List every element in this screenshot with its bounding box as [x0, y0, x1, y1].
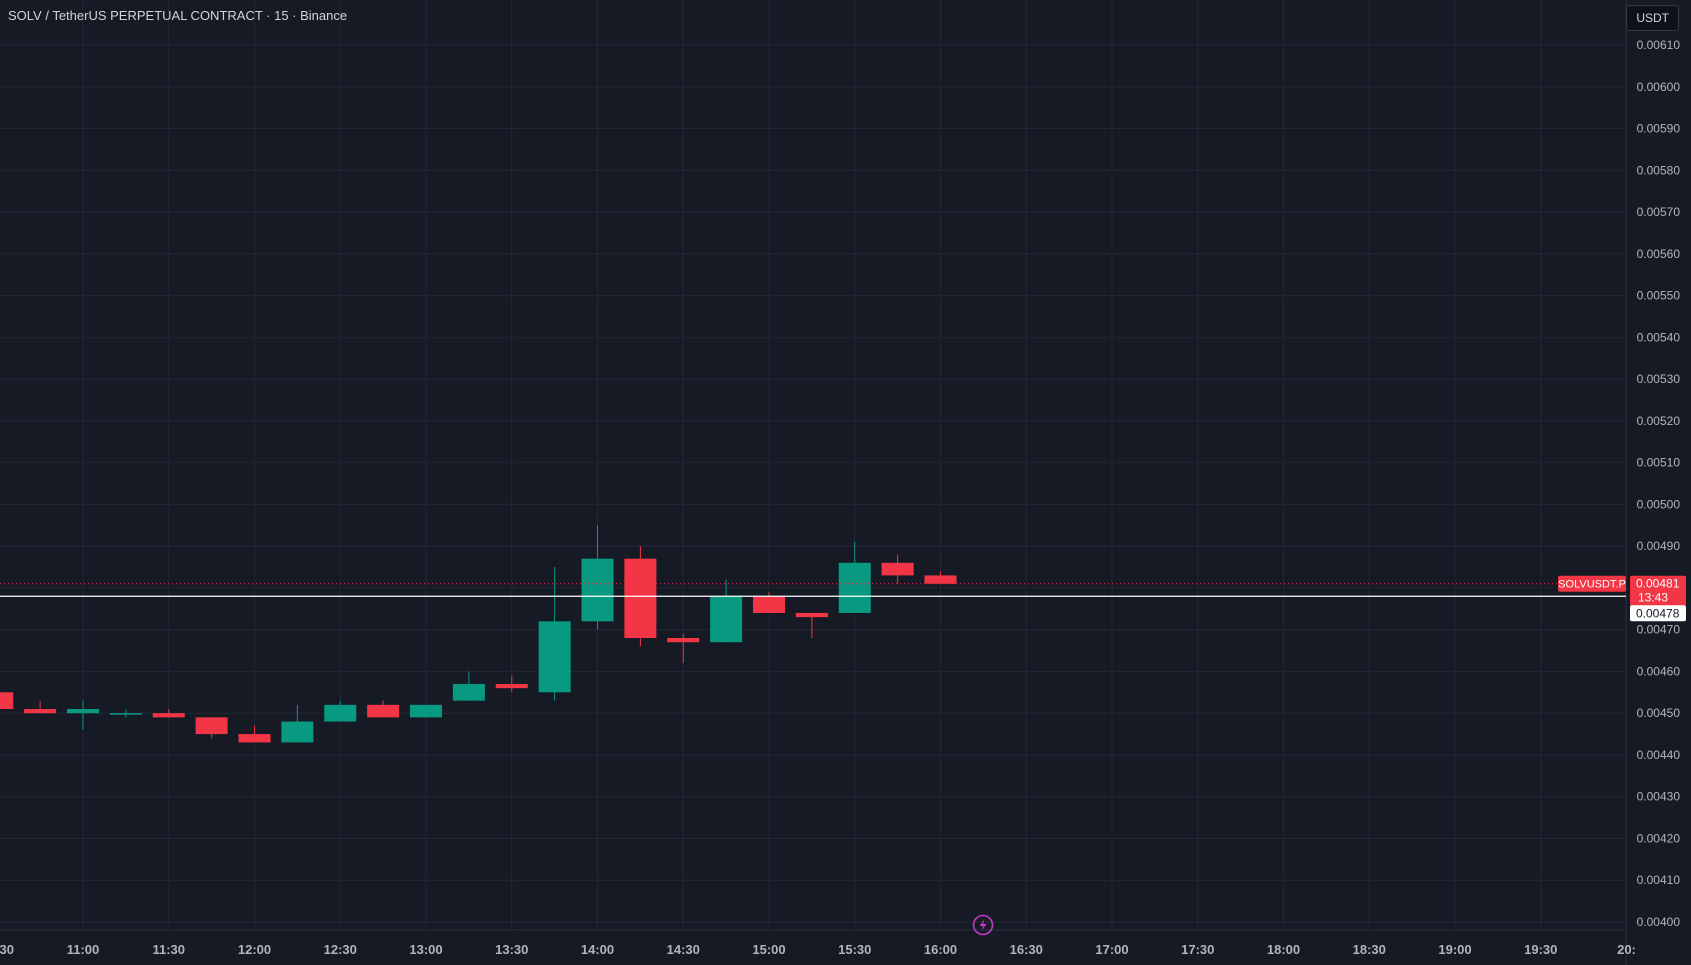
y-tick-label: 0.00520 [1637, 414, 1681, 428]
x-tick-label: 19:30 [1524, 942, 1557, 957]
symbol-label: SOLVUSDT.P [1558, 579, 1626, 591]
x-tick-label: 18:00 [1267, 942, 1300, 957]
y-tick-label: 0.00430 [1637, 790, 1681, 804]
y-tick-label: 0.00410 [1637, 873, 1681, 887]
x-tick-label: 13:00 [409, 942, 442, 957]
y-tick-label: 0.00440 [1637, 748, 1681, 762]
candle-body [238, 734, 271, 743]
y-tick-label: 0.00580 [1637, 163, 1681, 177]
x-tick-label: 17:00 [1095, 942, 1128, 957]
y-tick-label: 0.00560 [1637, 247, 1681, 261]
candle-body [838, 562, 871, 613]
x-tick-label: 17:30 [1181, 942, 1214, 957]
candle-body [581, 558, 614, 622]
lightning-icon[interactable] [972, 914, 994, 936]
symbol-label-box [1558, 575, 1626, 592]
candle-body [538, 621, 571, 693]
countdown-label: 13:43 [1638, 591, 1668, 605]
candle-body [152, 713, 185, 718]
candle-body [881, 562, 914, 576]
grid-layer [0, 0, 1627, 965]
candle-body [67, 709, 99, 714]
last-price-label-box [1630, 575, 1686, 606]
lightning-icon-bolt [979, 919, 987, 931]
chart-title: SOLV / TetherUS PERPETUAL CONTRACT · 15 … [8, 8, 348, 23]
candles-layer [0, 525, 957, 743]
price-axis[interactable]: 0.00400 0.00410 0.00420 0.00430 0.00440 0.004… [1637, 38, 1681, 929]
y-tick-label: 0.00610 [1637, 38, 1681, 52]
candle-body [324, 704, 357, 722]
candle-body [795, 612, 828, 618]
last-price-label: 0.00481 [1636, 577, 1680, 591]
x-tick-label: 13:30 [495, 942, 528, 957]
lightning-icon-ring [972, 914, 994, 936]
candle-body [0, 692, 14, 710]
y-tick-label: 0.00550 [1637, 289, 1681, 303]
x-tick-label: 15:00 [752, 942, 785, 957]
crosshair-price-label-box [1630, 605, 1686, 622]
candle-body [924, 575, 957, 584]
y-tick-label: 0.00510 [1637, 456, 1681, 470]
x-tick-label: 16:00 [924, 942, 957, 957]
x-tick-label: 14:30 [667, 942, 700, 957]
y-tick-label: 0.00400 [1637, 915, 1681, 929]
x-tick-label: 11:30 [152, 942, 185, 957]
y-tick-label: 0.00600 [1637, 80, 1681, 94]
x-tick-label: 11:00 [67, 942, 100, 957]
x-tick-label: 14:00 [581, 942, 614, 957]
candle-body [753, 596, 785, 613]
candle-body [452, 683, 485, 701]
x-tick-label: 15:30 [838, 942, 871, 957]
y-tick-label: 0.00530 [1637, 372, 1681, 386]
y-tick-label: 0.00590 [1637, 122, 1681, 136]
x-tick-label: 19:00 [1438, 942, 1471, 957]
candle-body [667, 638, 700, 643]
candle-body [624, 558, 657, 639]
x-tick-label: 18:30 [1353, 942, 1386, 957]
x-tick-label: 12:30 [324, 942, 357, 957]
candle-body [109, 713, 142, 715]
candle-body [367, 704, 400, 718]
candle-body [24, 709, 57, 714]
currency-button[interactable]: USDT [1626, 5, 1679, 31]
y-tick-label: 0.00450 [1637, 706, 1681, 720]
candle-body [281, 721, 314, 743]
y-tick-label: 0.00540 [1637, 330, 1681, 344]
price-lines-layer [0, 583, 1626, 597]
y-tick-label: 0.00460 [1637, 664, 1681, 678]
y-tick-label: 0.00490 [1637, 539, 1681, 553]
y-tick-label: 0.00570 [1637, 205, 1681, 219]
x-tick-label: 20: [1617, 942, 1636, 957]
y-tick-label: 0.00470 [1637, 623, 1681, 637]
candle-body [710, 596, 743, 643]
candle-body [410, 704, 442, 718]
x-tick-label: 12:00 [238, 942, 271, 957]
x-tick-label: 16:30 [1010, 942, 1043, 957]
y-tick-label: 0.00420 [1637, 831, 1681, 845]
x-tick-label: 30 [0, 942, 14, 957]
time-axis[interactable]: 30 11:00 11:30 12:00 12:30 13:00 13:30 14:00 14:… [0, 942, 1636, 957]
crosshair-price-label: 0.00478 [1636, 606, 1680, 620]
candle-body [195, 717, 228, 735]
y-tick-label: 0.00500 [1637, 497, 1681, 511]
candle-body [495, 683, 528, 689]
